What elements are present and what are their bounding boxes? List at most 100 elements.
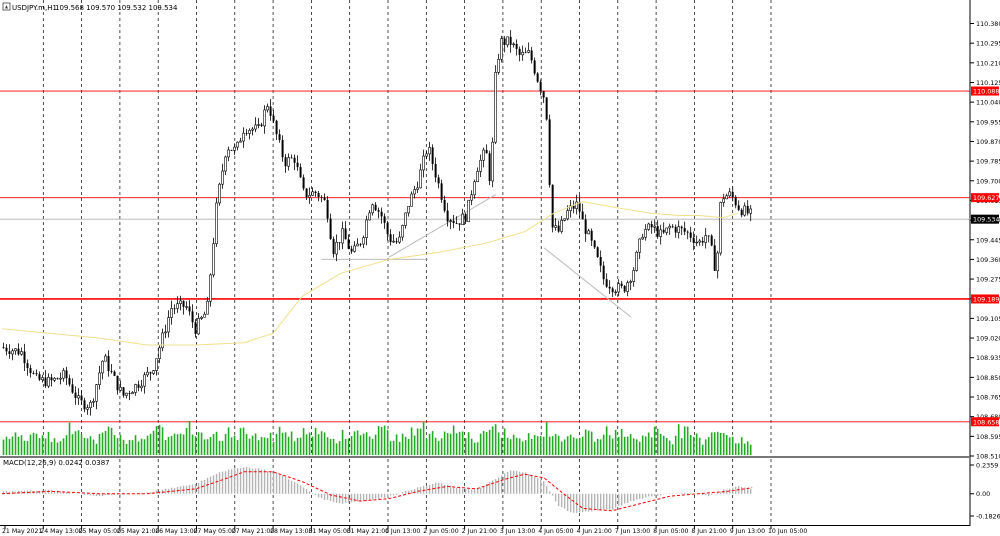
candle-body [596,247,599,257]
candle-body [695,241,698,244]
candle-body [488,153,491,182]
candle-body [311,191,314,196]
y-tick-label: 108.765 [976,394,1000,402]
candle-body [662,229,665,233]
candle-body [104,355,107,362]
candle-body [455,223,458,224]
x-tick-label: 8 Jun 21:00 [691,528,726,535]
candle-body [86,407,89,410]
candle-body [707,235,710,237]
candle-body [659,229,662,237]
candle-body [506,36,509,46]
candle-body [656,226,659,237]
candle-body [605,279,608,287]
candle-body [371,204,374,214]
candle-body [95,384,98,402]
candle-body [686,231,689,233]
candle-body [206,300,209,315]
y-tick-label: 109.870 [976,138,1000,146]
candle-body [608,286,611,289]
candle-body [437,177,440,184]
candle-body [692,237,695,243]
candle-body [434,163,437,178]
candle-body [320,196,323,198]
candle-body [392,240,395,243]
candle-body [308,195,311,198]
candle-body [422,155,425,171]
candle-body [146,371,149,376]
level-label-bg [971,86,999,96]
candle-body [389,234,392,243]
y-tick-label: 110.210 [976,59,1000,67]
candle-body [350,248,353,252]
candle-body [65,370,68,379]
candle-body [452,220,455,224]
candle-body [473,181,476,196]
x-tick-label: 2 Jun 21:00 [462,528,497,535]
candle-body [227,149,230,158]
x-tick-label: 25 May 05:00 [79,528,121,535]
candle-body [626,282,629,292]
candle-body [443,199,446,211]
candle-body [746,206,749,214]
candle-body [587,230,590,235]
macd-signal-line [1,471,753,512]
candle-body [380,211,383,217]
candle-body [668,226,671,229]
chart-symbol: USDJPY.m,H1 [12,4,57,12]
volume-bars [2,421,752,455]
candle-body [581,211,584,220]
y-tick-label: 108.680 [976,413,1000,421]
candle-body [698,240,701,243]
y-tick-label: 109.445 [976,236,1000,244]
candle-body [341,228,344,244]
candle-body [77,395,80,399]
candle-body [284,157,287,167]
current-price-label: 109.534 [973,216,999,224]
candle-body [365,219,368,238]
candle-body [419,169,422,189]
candle-body [554,225,557,228]
candle-body [734,197,737,206]
candle-body [317,192,320,197]
level-label: 108.658 [973,418,999,426]
candle-body [44,377,47,387]
candle-body [41,377,44,381]
macd-panel [1,467,753,513]
level-label: 109.189 [973,295,999,303]
trend-line [543,247,632,318]
candle-body [716,252,719,272]
candle-body [323,197,326,201]
candle-body [191,311,194,323]
candle-body [623,286,626,292]
candle-body [203,313,206,318]
x-tick-label: 2 Jun 05:00 [423,528,458,535]
candle-body [374,204,377,211]
candle-body [170,308,173,318]
candle-body [254,124,257,130]
candle-body [353,245,356,252]
candle-body [17,348,20,355]
y-tick-label: 109.105 [976,315,1000,323]
candle-body [59,377,62,380]
candle-body [710,235,713,246]
y-tick-label: 108.510 [976,453,1000,461]
x-tick-label: 3 Jun 13:00 [500,528,535,535]
y-tick-label: 110.380 [976,20,1000,28]
candle-body [740,209,743,216]
y-tick-label: 109.020 [976,335,1000,343]
y-tick-label: 108.850 [976,374,1000,382]
candle-body [197,318,200,335]
candle-body [461,213,464,226]
candle-body [413,189,416,195]
candle-body [140,385,143,389]
candle-body [287,157,290,167]
candle-body [671,226,674,228]
candle-body [383,216,386,223]
candle-body [332,239,335,255]
y-tick-label: 109.700 [976,177,1000,185]
candle-body [56,378,59,380]
candle-body [743,205,746,216]
candle-body [617,283,620,293]
x-tick-label: 1 Jun 13:00 [385,528,420,535]
